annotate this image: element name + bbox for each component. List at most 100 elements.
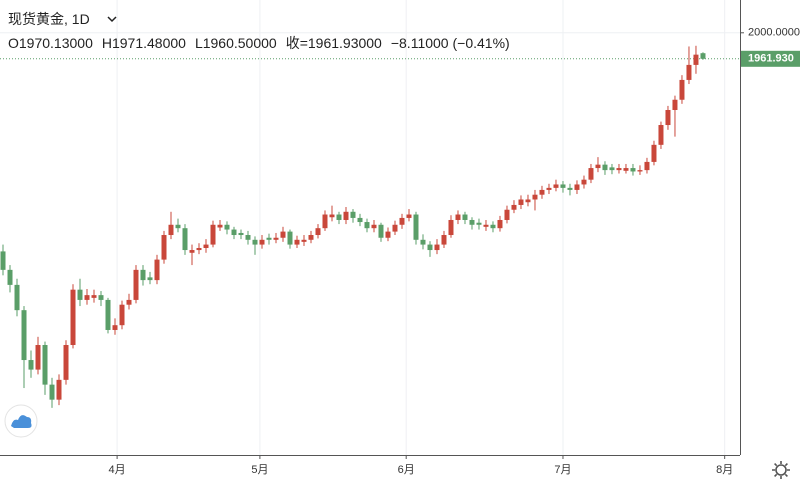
candle-body	[77, 289, 83, 300]
candle-body	[469, 219, 475, 225]
candle-body	[343, 211, 349, 220]
candle-body	[287, 231, 293, 245]
candle-body	[175, 224, 181, 229]
candle-body	[392, 224, 398, 232]
candle-body	[693, 54, 699, 65]
candle-body	[483, 224, 489, 227]
candle-body	[420, 239, 426, 245]
candle-body	[385, 231, 391, 238]
candle-body	[105, 299, 111, 330]
candle-body	[35, 345, 41, 370]
candle-body	[203, 244, 209, 248]
candle-body	[336, 214, 342, 220]
candle-body	[21, 310, 27, 361]
candle-body	[63, 345, 69, 380]
candle-body	[217, 224, 223, 228]
x-tick-label: 7月	[554, 464, 571, 476]
settings-icon[interactable]	[772, 461, 790, 479]
candle-body	[182, 228, 188, 251]
candle-body	[574, 184, 580, 190]
legend: 现货黄金, 1D O1970.13000 H1971.48000 L1960.500…	[8, 7, 519, 55]
candle-body	[357, 217, 363, 223]
candle-body	[406, 214, 412, 218]
candle-body	[322, 214, 328, 229]
logo	[4, 404, 38, 438]
candle-body	[238, 232, 244, 236]
last-price-label: 1961.930	[748, 53, 794, 65]
candle-body	[196, 247, 202, 251]
ohlc-label: −8.11000 (−0.41%)	[390, 35, 510, 51]
x-tick-label: 8月	[716, 464, 733, 476]
candle-body	[98, 295, 104, 300]
candle-body	[518, 199, 524, 205]
candle-body	[49, 384, 55, 400]
x-tick-label: 6月	[398, 464, 415, 476]
candle-body	[448, 219, 454, 236]
candle-body	[350, 211, 356, 218]
candle-body	[0, 251, 6, 270]
candle-body	[567, 187, 573, 190]
candle-body	[154, 259, 160, 281]
candle-body	[616, 168, 622, 171]
candle-body	[280, 231, 286, 238]
candle-body	[168, 224, 174, 236]
candle-body	[112, 325, 118, 330]
candle-body	[553, 184, 559, 188]
candle-body	[700, 53, 706, 59]
candle-body	[525, 199, 531, 203]
grid	[0, 0, 740, 455]
candle-body	[644, 161, 650, 171]
candle-body	[147, 277, 153, 281]
candle-body	[546, 187, 552, 190]
candle-body	[511, 204, 517, 210]
candle-body	[581, 179, 587, 185]
candle-body	[378, 224, 384, 238]
candle-body	[462, 214, 468, 220]
symbol-title: 现货黄金, 1D	[8, 11, 90, 27]
candle-body	[413, 214, 419, 240]
candle-body	[91, 295, 97, 298]
candle-body	[672, 99, 678, 110]
candle-body	[273, 237, 279, 240]
candle-body	[161, 235, 167, 260]
candle-body	[686, 64, 692, 80]
candle-body	[70, 289, 76, 346]
y-tick-label: 2000.00000	[748, 27, 800, 39]
candle-body	[532, 194, 538, 200]
dropdown-chevron[interactable]	[107, 16, 117, 23]
last-price-badge	[741, 50, 800, 67]
candle-body	[364, 222, 370, 229]
candle-body	[476, 222, 482, 225]
candle-body	[658, 125, 664, 145]
candle-body	[588, 168, 594, 180]
candle-body	[602, 164, 608, 171]
candle-body	[252, 239, 258, 245]
candle-body	[245, 235, 251, 240]
candle-body	[301, 239, 307, 242]
candle-body	[7, 269, 13, 285]
candle-body	[595, 164, 601, 169]
candle-body	[329, 214, 335, 218]
candle-body	[623, 168, 629, 171]
candle-body	[455, 214, 461, 220]
ohlc-row: O1970.13000 H1971.48000 L1960.50000 收=1961.…	[8, 31, 519, 55]
candle-body	[679, 79, 685, 100]
candle-body	[126, 299, 132, 305]
candle-body	[84, 295, 90, 300]
candle-body	[119, 304, 125, 326]
candle-body	[609, 167, 615, 171]
candle-body	[140, 269, 146, 281]
candle-body	[28, 360, 34, 370]
candle-body	[294, 239, 300, 245]
candle-body	[665, 109, 671, 126]
candle-body	[651, 144, 657, 162]
candle-body	[133, 269, 139, 300]
ohlc-label: H1971.48000	[101, 35, 186, 51]
candle-body	[427, 244, 433, 251]
candle-body	[371, 224, 377, 229]
candle-body	[434, 244, 440, 251]
candle-body	[560, 184, 566, 188]
